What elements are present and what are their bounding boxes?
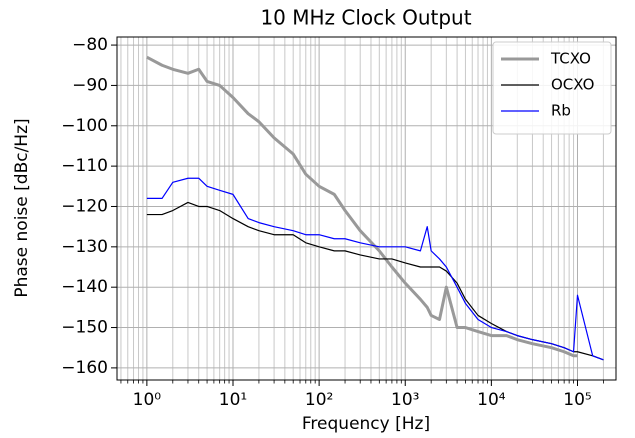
y-tick-label: −120 xyxy=(61,196,108,216)
legend: TCXO OCXO Rb xyxy=(492,41,612,135)
y-tick-label: −110 xyxy=(61,156,108,176)
x-tick-label: 10⁰ xyxy=(133,390,162,410)
chart-title: 10 MHz Clock Output xyxy=(260,6,471,30)
y-tick-label: −150 xyxy=(61,318,108,338)
y-tick-label: −130 xyxy=(61,237,108,257)
legend-label: Rb xyxy=(551,102,571,120)
x-axis-label: Frequency [Hz] xyxy=(302,414,430,434)
y-tick-label: −100 xyxy=(61,116,108,136)
x-tick-label: 10³ xyxy=(391,390,419,410)
x-tick-label: 10⁵ xyxy=(563,390,591,410)
y-tick-label: −90 xyxy=(72,75,108,95)
y-tick-label: −140 xyxy=(61,277,108,297)
y-axis-label: Phase noise [dBc/Hz] xyxy=(12,118,32,297)
x-tick-label: 10² xyxy=(305,390,333,410)
x-tick-label: 10⁴ xyxy=(477,390,506,410)
series-line xyxy=(146,177,604,361)
legend-label: TCXO xyxy=(550,50,591,68)
plot-frame xyxy=(116,36,617,381)
x-tick-label: 10¹ xyxy=(219,390,247,410)
series-line xyxy=(146,201,604,361)
legend-label: OCXO xyxy=(551,76,594,94)
y-tick-label: −160 xyxy=(61,358,108,378)
y-tick-label: −80 xyxy=(72,35,108,55)
